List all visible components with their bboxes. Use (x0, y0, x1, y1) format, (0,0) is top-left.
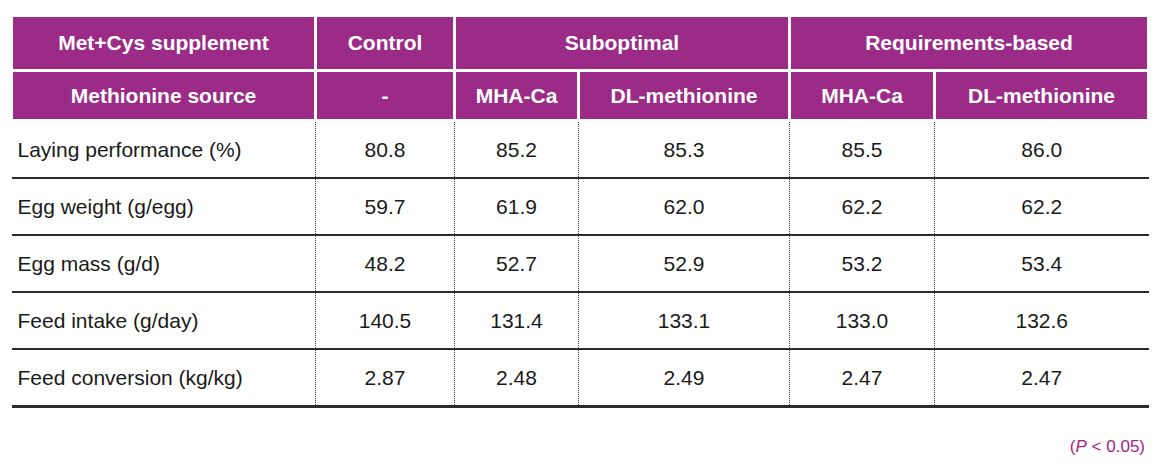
cell-value: 52.9 (579, 235, 790, 292)
row-label: Egg mass (g/d) (12, 235, 316, 292)
cell-value: 48.2 (316, 235, 455, 292)
cell-value: 133.1 (579, 292, 790, 349)
row-label: Egg weight (g/egg) (12, 178, 316, 235)
cell-value: 52.7 (455, 235, 579, 292)
header-control-dash: - (316, 71, 455, 121)
header-row-source: Methionine source - MHA-Ca DL-methionine… (12, 71, 1149, 121)
cell-value: 53.4 (935, 235, 1149, 292)
cell-value: 53.2 (790, 235, 935, 292)
row-label: Laying performance (%) (12, 121, 316, 179)
cell-value: 2.49 (579, 349, 790, 407)
header-suboptimal-mha-ca: MHA-Ca (455, 71, 579, 121)
row-label: Feed conversion (kg/kg) (12, 349, 316, 407)
p-value-symbol: P (1076, 437, 1087, 456)
cell-value: 140.5 (316, 292, 455, 349)
footnote-comparison: < 0.05) (1087, 437, 1145, 456)
cell-value: 86.0 (935, 121, 1149, 179)
cell-value: 2.87 (316, 349, 455, 407)
table-row-laying-performance: Laying performance (%) 80.8 85.2 85.3 85… (12, 121, 1149, 179)
cell-value: 133.0 (790, 292, 935, 349)
table-row-feed-intake: Feed intake (g/day) 140.5 131.4 133.1 13… (12, 292, 1149, 349)
header-requirements-dl-methionine: DL-methionine (935, 71, 1149, 121)
significance-note: (P < 0.05) (1070, 437, 1145, 457)
table-row-egg-weight: Egg weight (g/egg) 59.7 61.9 62.0 62.2 6… (12, 178, 1149, 235)
cell-value: 2.47 (935, 349, 1149, 407)
header-supplement-label: Met+Cys supplement (12, 16, 316, 71)
cell-value: 80.8 (316, 121, 455, 179)
header-row-supplement: Met+Cys supplement Control Suboptimal Re… (12, 16, 1149, 71)
row-label: Feed intake (g/day) (12, 292, 316, 349)
table-row-egg-mass: Egg mass (g/d) 48.2 52.7 52.9 53.2 53.4 (12, 235, 1149, 292)
header-suboptimal-dl-methionine: DL-methionine (579, 71, 790, 121)
cell-value: 62.2 (790, 178, 935, 235)
table-row-feed-conversion: Feed conversion (kg/kg) 2.87 2.48 2.49 2… (12, 349, 1149, 407)
cell-value: 85.3 (579, 121, 790, 179)
header-requirements-mha-ca: MHA-Ca (790, 71, 935, 121)
cell-value: 2.48 (455, 349, 579, 407)
cell-value: 59.7 (316, 178, 455, 235)
header-source-label: Methionine source (12, 71, 316, 121)
cell-value: 131.4 (455, 292, 579, 349)
header-requirements-based: Requirements-based (790, 16, 1149, 71)
cell-value: 62.2 (935, 178, 1149, 235)
results-table: Met+Cys supplement Control Suboptimal Re… (10, 14, 1150, 408)
header-suboptimal: Suboptimal (455, 16, 790, 71)
cell-value: 61.9 (455, 178, 579, 235)
cell-value: 85.5 (790, 121, 935, 179)
header-control: Control (316, 16, 455, 71)
cell-value: 132.6 (935, 292, 1149, 349)
slide-table-page: Met+Cys supplement Control Suboptimal Re… (0, 0, 1157, 471)
cell-value: 2.47 (790, 349, 935, 407)
cell-value: 85.2 (455, 121, 579, 179)
cell-value: 62.0 (579, 178, 790, 235)
